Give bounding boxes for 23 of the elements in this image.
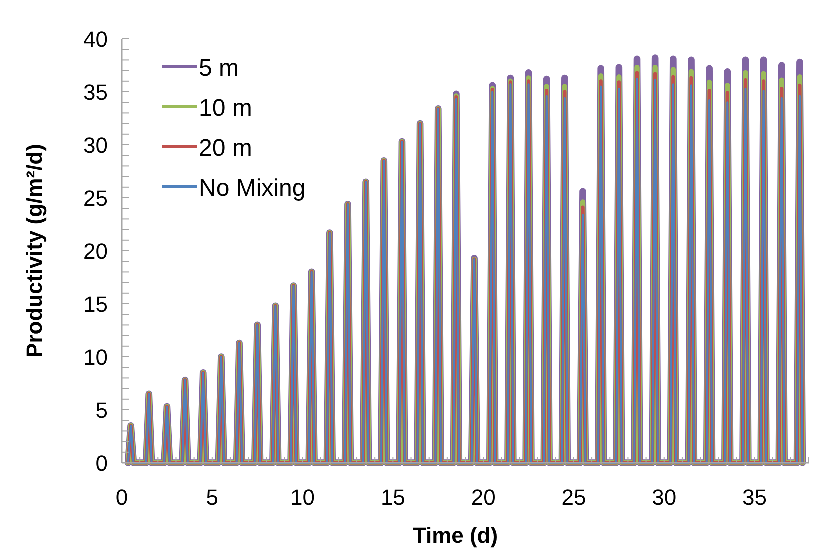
- legend-label: 5 m: [199, 55, 240, 82]
- legend-label: 20 m: [199, 135, 252, 162]
- x-tick-label: 20: [471, 485, 496, 510]
- legend-label: No Mixing: [199, 175, 306, 202]
- y-tick-label: 40: [84, 27, 108, 52]
- y-tick-label: 0: [96, 451, 108, 476]
- y-tick-label: 20: [84, 239, 108, 264]
- y-tick-label: 15: [84, 292, 108, 317]
- legend-label: 10 m: [199, 95, 252, 122]
- x-tick-label: 10: [290, 485, 316, 510]
- y-tick-label: 30: [84, 133, 108, 158]
- x-tick-label: 30: [652, 485, 677, 510]
- y-tick-label: 35: [84, 80, 108, 105]
- x-tick-label: 5: [206, 485, 219, 510]
- y-tick-label: 25: [84, 186, 108, 211]
- x-tick-label: 35: [742, 485, 768, 510]
- y-tick-label: 5: [96, 398, 108, 423]
- x-axis-title: Time (d): [412, 523, 498, 548]
- y-tick-label: 10: [84, 345, 108, 370]
- y-axis-title: Productivity (g/m²/d): [22, 144, 47, 358]
- x-tick-label: 0: [116, 485, 128, 510]
- x-tick-label: 15: [380, 485, 406, 510]
- x-tick-label: 25: [562, 485, 586, 510]
